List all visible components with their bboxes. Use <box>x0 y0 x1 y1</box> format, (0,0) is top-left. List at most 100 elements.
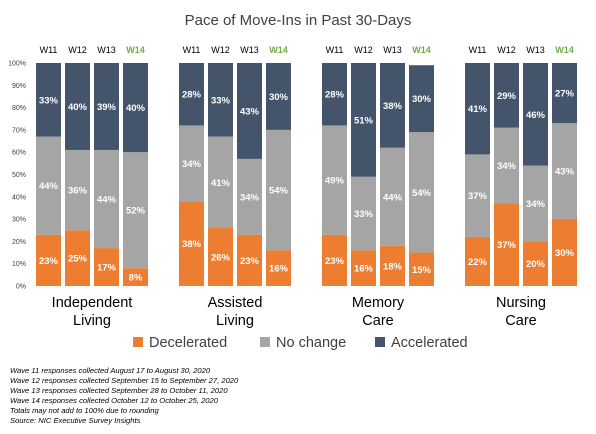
data-label: 43% <box>240 106 260 117</box>
data-label: 29% <box>497 91 517 102</box>
category-label: Assisted Living <box>208 295 263 329</box>
y-tick-label: 40% <box>12 194 26 201</box>
wave-label: W13 <box>240 45 259 55</box>
data-label: 16% <box>354 264 374 275</box>
y-tick-label: 100% <box>8 61 26 68</box>
data-label: 33% <box>354 209 374 220</box>
bar-segment-no-change <box>465 154 490 237</box>
bar-segment-accelerated <box>123 63 148 153</box>
data-label: 15% <box>412 265 432 276</box>
bar-segment-accelerated <box>409 65 434 133</box>
bar-segment-decelerated <box>65 230 90 286</box>
y-tick-label: 0% <box>16 284 26 291</box>
y-axis: 0% 10% 20% 30% 40% 50% 60% 70% 80% 90% 100% <box>8 61 26 291</box>
data-label: 54% <box>269 186 289 197</box>
legend-label: Accelerated <box>391 335 468 351</box>
bar-segment-decelerated <box>494 203 519 286</box>
bar-segment-accelerated <box>65 63 90 150</box>
legend-swatch <box>133 337 143 347</box>
data-label: 16% <box>269 264 289 275</box>
data-label: 34% <box>240 192 260 203</box>
stacked-bar-chart: Pace of Move-Ins in Past 30-Days 0% 10% 20… <box>8 12 577 351</box>
bar-group: W11 23% 44% 33% W12 25% 36% 40% W13 17% 44% 39% W14 8… <box>36 45 148 329</box>
data-label: 54% <box>412 188 432 199</box>
data-label: 30% <box>555 248 575 259</box>
data-label: 17% <box>97 263 117 274</box>
data-label: 40% <box>68 102 88 113</box>
y-tick-label: 90% <box>12 83 26 90</box>
footnote-wave13: Wave 13 responses collected September 28… <box>10 386 228 395</box>
bar-segment-no-change <box>409 132 434 253</box>
bar-segment-no-change <box>351 176 376 251</box>
bar-segment-no-change <box>237 158 262 235</box>
bar-segment-decelerated <box>123 268 148 286</box>
bar-segment-decelerated <box>523 241 548 286</box>
bar-segment-no-change <box>523 165 548 242</box>
data-label: 43% <box>555 167 575 178</box>
data-label: 30% <box>412 94 432 105</box>
bar-segment-decelerated <box>94 248 119 286</box>
bar-segment-decelerated <box>322 234 347 286</box>
legend-label: No change <box>276 335 346 351</box>
bar-segment-decelerated <box>208 228 233 286</box>
bar-segment-decelerated <box>179 201 204 286</box>
data-label: 20% <box>526 259 546 270</box>
bar-segment-no-change <box>266 129 291 251</box>
bar-segment-no-change <box>380 147 405 246</box>
data-label: 27% <box>555 89 575 100</box>
data-label: 46% <box>526 110 546 121</box>
y-tick-label: 50% <box>12 172 26 179</box>
bar-segment-accelerated <box>179 63 204 126</box>
bar-segment-decelerated <box>266 250 291 286</box>
wave-label: W14 <box>412 45 431 55</box>
bar-segment-accelerated <box>465 63 490 155</box>
wave-label: W12 <box>68 45 87 55</box>
data-label: 38% <box>383 101 403 112</box>
legend-swatch <box>260 337 270 347</box>
data-label: 28% <box>182 90 202 101</box>
y-tick-label: 60% <box>12 150 26 157</box>
bar-group: W11 22% 37% 41% W12 37% 34% 29% W13 20% 34% 46% W14 3… <box>465 45 577 329</box>
data-label: 41% <box>468 104 488 115</box>
chart-title: Pace of Move-Ins in Past 30-Days <box>185 12 412 29</box>
data-label: 23% <box>39 256 59 267</box>
bar-segment-accelerated <box>237 63 262 159</box>
footnote-wave12: Wave 12 responses collected September 15… <box>10 376 239 385</box>
data-label: 22% <box>468 257 488 268</box>
y-tick-label: 70% <box>12 127 26 134</box>
footnote-wave11: Wave 11 responses collected August 17 to… <box>10 366 211 375</box>
data-label: 52% <box>126 206 146 217</box>
data-label: 44% <box>383 192 403 203</box>
wave-label: W14 <box>269 45 288 55</box>
y-tick-label: 80% <box>12 105 26 112</box>
data-label: 51% <box>354 115 374 126</box>
category-label: Nursing Care <box>496 295 546 329</box>
data-label: 28% <box>325 90 345 101</box>
data-label: 37% <box>468 191 488 202</box>
wave-label: W11 <box>40 45 58 55</box>
wave-label: W14 <box>126 45 145 55</box>
bar-segment-decelerated <box>552 219 577 286</box>
bar-segment-no-change <box>494 127 519 204</box>
data-label: 38% <box>182 239 202 250</box>
category-label: Independent Living <box>52 295 133 329</box>
wave-label: W14 <box>555 45 574 55</box>
wave-label: W13 <box>383 45 402 55</box>
bar-segment-accelerated <box>552 63 577 124</box>
bar-segment-accelerated <box>351 63 376 177</box>
data-label: 44% <box>97 195 117 206</box>
data-label: 8% <box>129 273 143 284</box>
wave-label: W13 <box>526 45 545 55</box>
data-label: 30% <box>269 92 289 103</box>
bar-segment-decelerated <box>465 236 490 286</box>
y-tick-label: 20% <box>12 239 26 246</box>
data-label: 23% <box>240 256 260 267</box>
bar-segment-accelerated <box>208 63 233 137</box>
bar-segment-decelerated <box>351 250 376 286</box>
data-label: 25% <box>68 254 88 265</box>
wave-label: W11 <box>183 45 201 55</box>
wave-label: W12 <box>211 45 230 55</box>
data-label: 26% <box>211 253 231 264</box>
bar-segment-accelerated <box>322 63 347 126</box>
data-label: 44% <box>39 181 59 192</box>
